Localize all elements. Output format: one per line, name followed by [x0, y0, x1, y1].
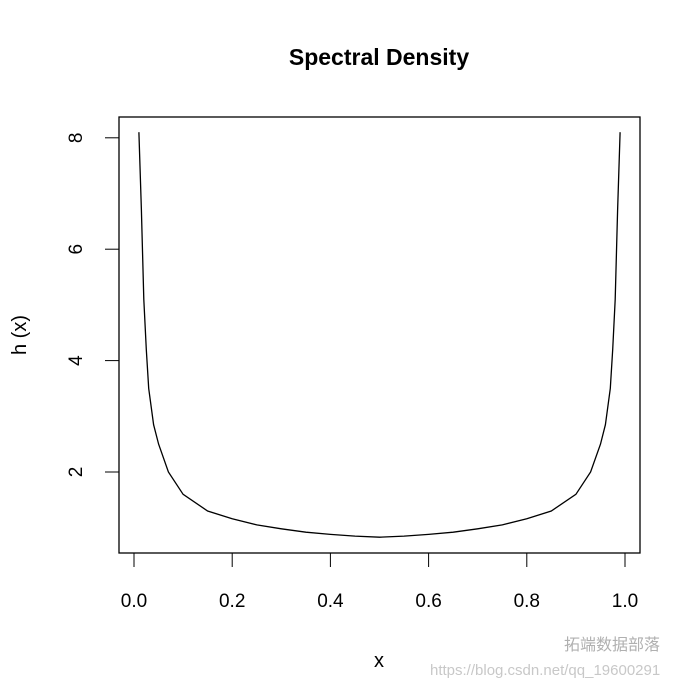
- y-tick-label: 2: [66, 467, 87, 478]
- x-tick-label: 0.0: [121, 591, 147, 612]
- x-tick-label: 0.8: [514, 591, 540, 612]
- watermark-url: https://blog.csdn.net/qq_19600291: [430, 662, 661, 679]
- chart-title: Spectral Density: [289, 44, 469, 70]
- y-tick-label: 6: [66, 244, 87, 255]
- x-tick-label: 0.4: [317, 591, 344, 612]
- watermark-brand: 拓端数据部落: [564, 635, 661, 654]
- y-axis-label: h (x): [9, 315, 31, 355]
- plot-frame: [118, 116, 641, 554]
- x-tick-label: 0.2: [219, 591, 245, 612]
- x-tick-label: 1.0: [612, 591, 638, 612]
- x-axis-label: x: [374, 650, 384, 672]
- series-line: [138, 132, 621, 538]
- y-tick-label: 8: [66, 133, 87, 144]
- y-tick-label: 4: [66, 355, 87, 366]
- x-tick-label: 0.6: [415, 591, 441, 612]
